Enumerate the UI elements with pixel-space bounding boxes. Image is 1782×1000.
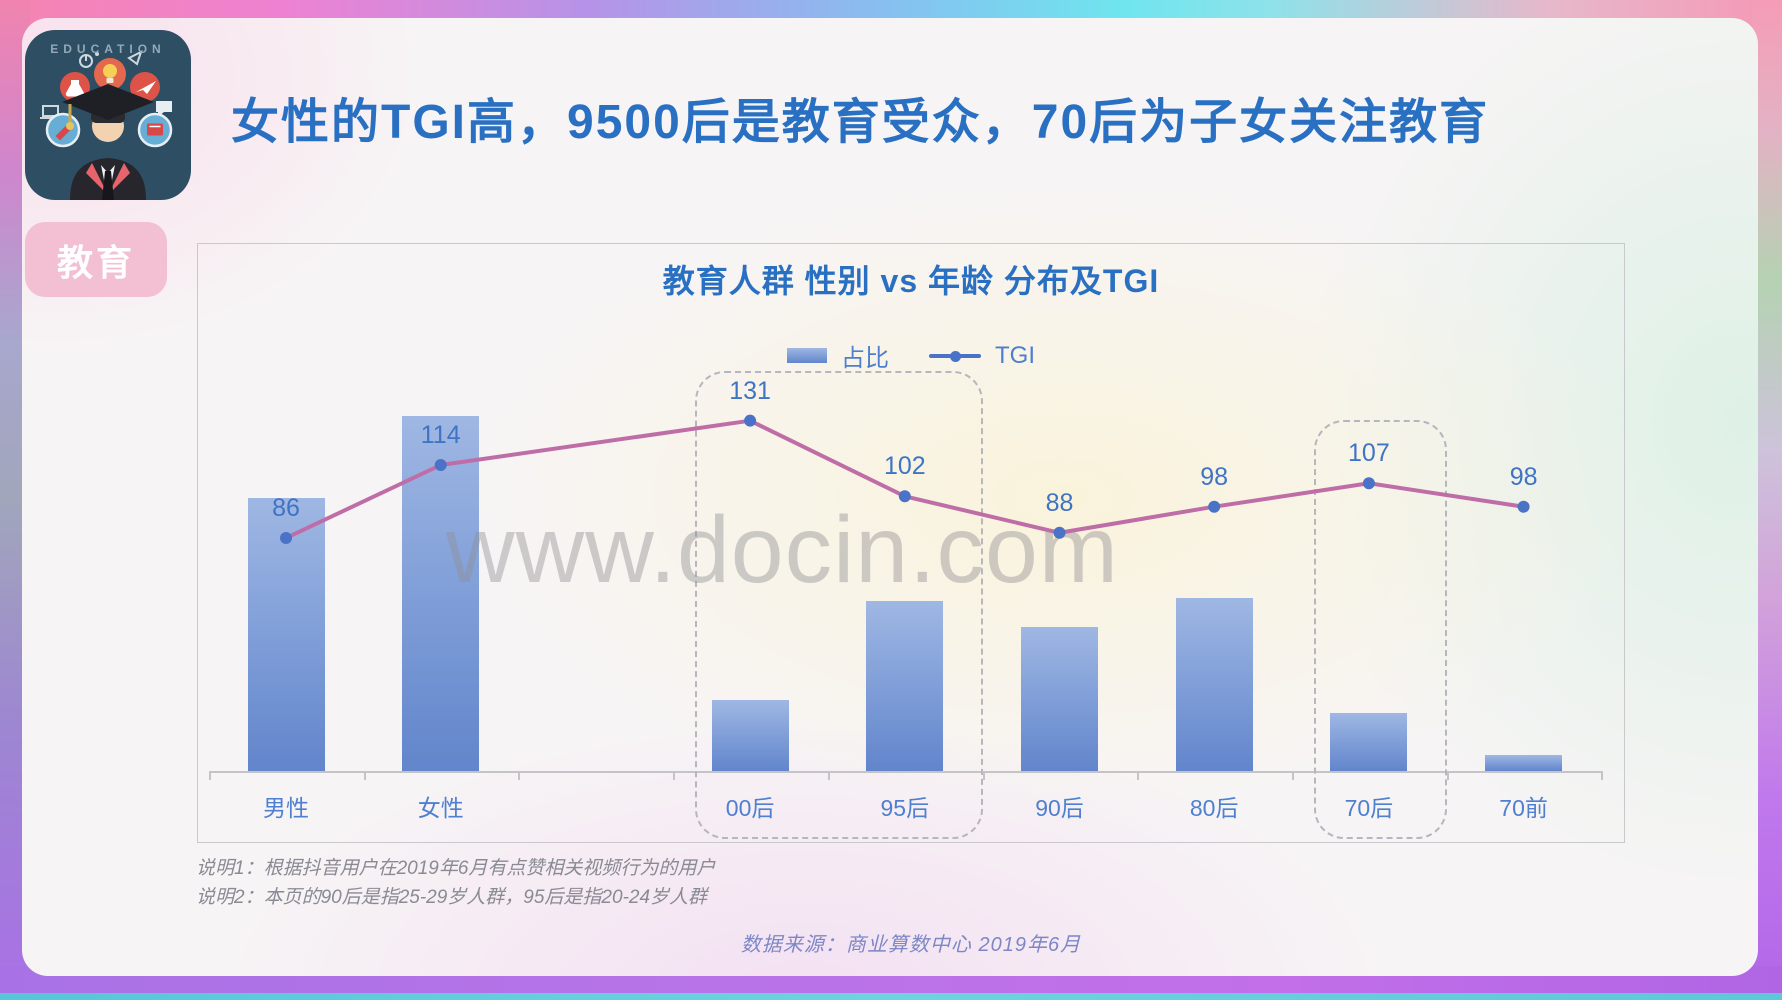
- slide-title: 女性的TGI高，9500后是教育受众，70后为子女关注教育: [231, 96, 1490, 149]
- x-axis-label-70前: 70前: [1499, 795, 1548, 821]
- x-axis-tick: [363, 771, 366, 780]
- tgi-value-95后: 102: [883, 452, 926, 481]
- footnote-2: 说明2：本页的90后是指25-29岁人群，95后是指20-24岁人群: [196, 887, 708, 908]
- chart-panel: 教育人群 性别 vs 年龄 分布及TGI 占比 TGI www.docin.co…: [197, 243, 1625, 843]
- x-axis-tick: [1601, 771, 1604, 780]
- tgi-value-男性: 86: [272, 493, 300, 522]
- tgi-dot-男性: [280, 531, 292, 544]
- x-axis-label-女性: 女性: [417, 795, 464, 821]
- category-badge-label: 教育: [56, 241, 135, 283]
- tgi-dot-女性: [434, 459, 447, 472]
- data-source: 数据来源：商业算数中心 2019年6月: [740, 934, 1082, 956]
- x-axis-label-男性: 男性: [263, 795, 309, 821]
- bar-70后: [1330, 713, 1408, 771]
- tgi-line-chart: [280, 414, 1530, 544]
- x-axis-label-70后: 70后: [1344, 795, 1394, 821]
- tgi-value-00后: 131: [729, 376, 771, 405]
- chart-legend: 占比 TGI: [198, 338, 1624, 373]
- tgi-dot-95后: [898, 490, 911, 503]
- legend-line-marker: [929, 349, 981, 363]
- tgi-dot-70前: [1517, 500, 1530, 513]
- footnote-1: 说明1：根据抖音用户在2019年6月有点赞相关视频行为的用户: [196, 858, 716, 879]
- legend-bar-swatch: [787, 348, 827, 363]
- tgi-dot-00后: [744, 414, 757, 427]
- bar-70前: [1485, 755, 1563, 771]
- bar-90后: [1021, 626, 1098, 771]
- legend-bar-label: 占比: [841, 345, 889, 372]
- tgi-value-70后: 107: [1348, 439, 1390, 468]
- highlight-box: [695, 371, 984, 839]
- x-axis-line: [209, 771, 1601, 773]
- bar-95后: [866, 600, 944, 771]
- legend-line-label: TGI: [995, 341, 1035, 369]
- x-axis-label-90后: 90后: [1035, 795, 1084, 821]
- footnotes: 说明1：根据抖音用户在2019年6月有点赞相关视频行为的用户 说明2：本页的90…: [196, 854, 715, 912]
- education-app-icon: EDUCATION: [25, 30, 191, 200]
- tgi-value-70前: 98: [1509, 462, 1538, 491]
- highlight-box: [1313, 420, 1448, 839]
- x-axis-tick: [518, 771, 521, 780]
- x-axis-tick: [827, 771, 830, 780]
- tgi-value-女性: 114: [420, 421, 461, 449]
- x-axis-tick: [673, 771, 676, 780]
- x-axis-label-80后: 80后: [1189, 795, 1239, 821]
- x-axis-tick: [1137, 771, 1140, 780]
- chart-title: 教育人群 性别 vs 年龄 分布及TGI: [662, 263, 1160, 299]
- tgi-dot-80后: [1208, 500, 1221, 513]
- x-axis-tick: [209, 771, 211, 780]
- tgi-value-80后: 98: [1200, 462, 1229, 491]
- x-axis-tick: [982, 771, 985, 780]
- category-badge: 教育: [25, 222, 167, 297]
- tgi-dot-70后: [1362, 477, 1375, 490]
- graduate-illustration: [40, 50, 173, 200]
- bar-00后: [711, 700, 789, 771]
- watermark: www.docin.com: [446, 497, 1119, 603]
- x-axis-label-00后: 00后: [725, 795, 775, 821]
- chart-plot-area: www.docin.com 男性 女性 00后 95后 90后 80后 70后 70前 86 11…: [198, 244, 1626, 844]
- tgi-value-90后: 88: [1045, 488, 1074, 517]
- bar-80后: [1175, 598, 1253, 771]
- frame-cyan-strip: [0, 993, 1782, 1000]
- x-axis-tick: [1291, 771, 1294, 780]
- x-axis-tick: [1446, 771, 1449, 780]
- tgi-dot-90后: [1053, 526, 1066, 539]
- app-icon-text: EDUCATION: [50, 42, 166, 56]
- x-axis-label-95后: 95后: [880, 795, 930, 821]
